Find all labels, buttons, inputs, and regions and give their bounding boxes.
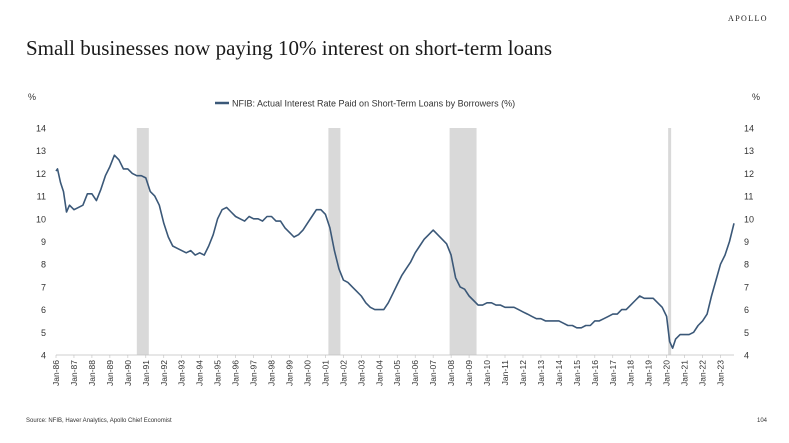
y-tick-label-left: 8: [41, 260, 46, 270]
y-tick-label-right: 8: [744, 260, 749, 270]
x-tick-label: Jan-91: [141, 360, 151, 386]
source-note: Source: NFIB, Haver Analytics, Apollo Ch…: [26, 418, 172, 424]
y-tick-label-left: 7: [41, 282, 46, 292]
legend-label: NFIB: Actual Interest Rate Paid on Short…: [232, 99, 515, 109]
y-tick-label-right: 11: [744, 192, 753, 202]
x-tick-label: Jan-93: [177, 360, 187, 386]
x-tick-label: Jan-16: [590, 360, 600, 386]
y-tick-label-left: 14: [36, 124, 46, 134]
x-tick-label: Jan-87: [69, 360, 79, 386]
x-tick-label: Jan-05: [392, 360, 402, 386]
x-tick-label: Jan-10: [482, 360, 492, 386]
y-tick-label-right: 14: [744, 124, 754, 134]
y-tick-label-left: 12: [36, 169, 46, 179]
x-tick-label: Jan-95: [213, 360, 223, 386]
chart-title: Small businesses now paying 10% interest…: [26, 36, 553, 60]
recession-band-4: [668, 128, 672, 355]
x-tick-label: Jan-92: [159, 360, 169, 386]
y-tick-label-left: 9: [41, 237, 46, 247]
x-tick-label: Jan-17: [608, 360, 618, 386]
y-axis-unit-left: %: [28, 92, 36, 102]
page-number: 104: [756, 418, 767, 424]
x-tick-label: Jan-99: [284, 360, 294, 386]
y-tick-label-right: 10: [744, 214, 754, 224]
y-tick-label-left: 11: [37, 192, 46, 202]
y-axis-left: 4 5 6 7 8 9 10 11 12 13 14: [36, 124, 46, 361]
x-tick-label: Jan-09: [464, 360, 474, 386]
x-tick-label: Jan-03: [356, 360, 366, 386]
x-tick-label: Jan-18: [626, 360, 636, 386]
x-tick-label: Jan-04: [374, 360, 384, 386]
x-tick-label: Jan-23: [716, 360, 726, 386]
x-tick-label: Jan-96: [231, 360, 241, 386]
x-tick-label: Jan-07: [428, 360, 438, 386]
y-tick-label-right: 5: [744, 328, 749, 338]
x-tick-label: Jan-89: [105, 360, 115, 386]
x-tick-label: Jan-00: [302, 360, 312, 386]
x-tick-label: Jan-94: [195, 360, 205, 386]
x-tick-label: Jan-15: [572, 360, 582, 386]
recession-band-1: [136, 128, 149, 355]
x-tick-label: Jan-06: [410, 360, 420, 386]
x-tick-label: Jan-19: [644, 360, 654, 386]
recession-bands: [136, 128, 672, 355]
x-tick-label: Jan-98: [267, 360, 277, 386]
x-tick-label: Jan-13: [536, 360, 546, 386]
y-tick-label-right: 6: [744, 305, 749, 315]
y-tick-label-right: 12: [744, 169, 754, 179]
series-line: [55, 154, 735, 349]
x-tick-label: Jan-97: [249, 360, 259, 386]
x-tick-label: Jan-11: [500, 360, 510, 386]
x-tick-label: Jan-12: [518, 360, 528, 386]
y-tick-label-right: 9: [744, 237, 749, 247]
x-tick-label: Jan-22: [698, 360, 708, 386]
y-tick-label-right: 7: [744, 282, 749, 292]
x-tick-label: Jan-14: [554, 360, 564, 386]
y-tick-label-left: 13: [36, 146, 46, 156]
legend: NFIB: Actual Interest Rate Paid on Short…: [215, 99, 515, 109]
y-tick-label-right: 4: [744, 351, 749, 361]
y-axis-right: 4 5 6 7 8 9 10 11 12 13 14: [744, 124, 754, 361]
recession-band-2: [328, 128, 341, 355]
y-tick-label-left: 6: [41, 305, 46, 315]
x-tick-label: Jan-20: [662, 360, 672, 386]
y-axis-unit-right: %: [752, 92, 760, 102]
brand-logo: APOLLO: [728, 14, 768, 23]
y-tick-label-left: 10: [36, 214, 46, 224]
x-axis: Jan-86 Jan-87 Jan-88 Jan-89 Jan-90 Jan-91 Jan-…: [51, 354, 734, 386]
x-tick-label: Jan-02: [338, 360, 348, 386]
y-tick-label-left: 4: [41, 351, 46, 361]
x-tick-label: Jan-21: [680, 360, 690, 386]
x-tick-label: Jan-08: [446, 360, 456, 386]
x-tick-label: Jan-88: [87, 360, 97, 386]
x-tick-label: Jan-01: [320, 360, 330, 386]
x-tick-label: Jan-86: [51, 360, 61, 386]
recession-band-3: [449, 128, 477, 355]
y-tick-label-left: 5: [41, 328, 46, 338]
y-tick-label-right: 13: [744, 146, 754, 156]
x-tick-label: Jan-90: [123, 360, 133, 386]
